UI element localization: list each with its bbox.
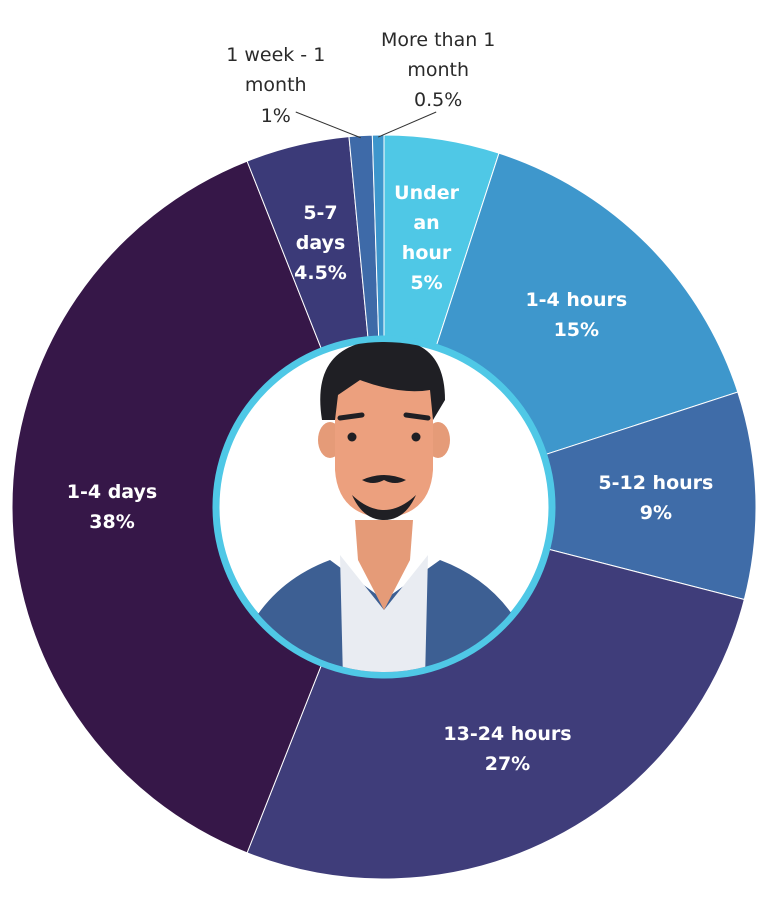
- slice-label: Under an hour: [394, 182, 459, 265]
- value-label: 5%: [410, 272, 443, 295]
- value-label: 15%: [553, 318, 600, 341]
- value-label: 9%: [639, 502, 672, 525]
- avatar: [230, 342, 540, 672]
- value-label: 0.5%: [414, 89, 463, 111]
- leader-line: [295, 111, 361, 139]
- slice-label: 1 week - 1 month: [226, 44, 326, 96]
- slices: [11, 111, 757, 880]
- value-label: 38%: [89, 511, 135, 533]
- slice-label: 5-7 days: [295, 201, 346, 254]
- slice-label: 5-12 hours: [598, 472, 714, 495]
- leader-line: [377, 111, 437, 138]
- slice-label: More than 1 month: [380, 29, 496, 81]
- slice-label: 1-4 days: [66, 481, 158, 503]
- slice-label: 13-24 hours: [443, 723, 572, 746]
- value-label: 4.5%: [294, 261, 347, 284]
- slice-label: 1-4 hours: [525, 288, 628, 311]
- value-label: 27%: [484, 753, 531, 776]
- value-label: 1%: [260, 105, 291, 127]
